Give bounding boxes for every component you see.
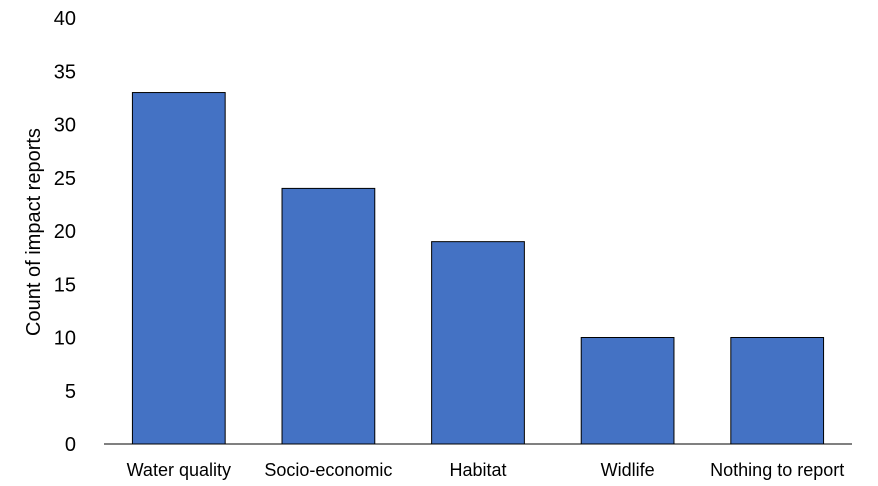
y-tick-label: 25 — [54, 168, 76, 190]
y-tick-label: 30 — [54, 115, 76, 137]
x-category-label: Widlife — [601, 460, 655, 480]
bar — [730, 337, 825, 445]
y-tick-label: 40 — [54, 8, 76, 30]
y-axis-ticks: 0 5 10 15 20 25 30 35 40 — [54, 8, 76, 456]
y-tick-label: 35 — [54, 61, 76, 83]
bar — [281, 187, 376, 445]
y-tick-label: 0 — [65, 434, 76, 456]
x-category-label: Habitat — [449, 460, 506, 480]
x-category-label: Nothing to report — [710, 460, 844, 480]
x-category-label: Water quality — [127, 460, 231, 480]
y-axis-title: Count of impact reports — [23, 128, 45, 336]
bar — [431, 241, 525, 445]
y-tick-label: 15 — [54, 274, 76, 296]
y-tick-label: 10 — [54, 328, 76, 350]
category-labels: Water quality Socio-economic Habitat Widlif… — [127, 460, 845, 480]
bar — [131, 92, 226, 445]
bars — [131, 92, 825, 445]
y-tick-label: 5 — [65, 381, 76, 403]
bar — [580, 337, 675, 445]
x-category-label: Socio-economic — [264, 460, 392, 480]
y-tick-label: 20 — [54, 221, 76, 243]
